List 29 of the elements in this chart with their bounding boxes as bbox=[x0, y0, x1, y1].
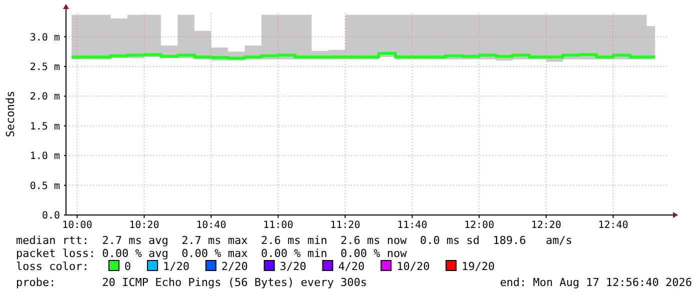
text: probe: 20 ICMP Echo Pings (56 Bytes) every 300s bbox=[16, 276, 367, 289]
y-tick-label: 2.0 m bbox=[30, 92, 60, 103]
y-tick-label: 0.5 m bbox=[30, 180, 60, 192]
x-tick-label: 11:00 bbox=[263, 220, 294, 231]
y-tick-label: 2.5 m bbox=[30, 62, 60, 73]
y-tick-label: 3.0 m bbox=[30, 32, 60, 44]
x-tick-label: 10:40 bbox=[196, 220, 226, 231]
legend-label: 0 bbox=[124, 260, 132, 273]
text: median rtt: 2.7 ms avg 2.7 ms max 2.6 ms min 2.6 ms now 0.0 ms sd 189.6 am/s bbox=[16, 234, 572, 247]
x-tick-label: 11:20 bbox=[330, 220, 360, 231]
legend-label: 2/20 bbox=[221, 260, 248, 273]
x-tick-label: 11:40 bbox=[397, 220, 428, 231]
y-tick-label: 1.5 m bbox=[30, 121, 60, 132]
legend-label: 1/20 bbox=[163, 260, 190, 273]
legend-label: 3/20 bbox=[280, 260, 306, 273]
y-tick-label: 1.0 m bbox=[30, 151, 60, 162]
legend-label: 4/20 bbox=[338, 260, 365, 273]
x-tick-label: 10:20 bbox=[129, 220, 160, 231]
legend-title: loss color: bbox=[16, 260, 89, 273]
y-axis-title: Seconds bbox=[4, 90, 17, 138]
text: packet loss: 0.00 % avg 0.00 % max 0.00 % min 0.00 % now bbox=[16, 247, 408, 260]
y-tick-label: 0.0 bbox=[42, 210, 60, 222]
x-tick-label: 12:20 bbox=[531, 220, 562, 231]
x-tick-label: 12:40 bbox=[598, 220, 628, 231]
legend-label: 10/20 bbox=[396, 260, 430, 273]
x-tick-label: 10:00 bbox=[62, 220, 92, 231]
text: end: Mon Aug 17 12:56:40 2026 bbox=[500, 276, 692, 289]
legend-label: 19/20 bbox=[462, 260, 495, 273]
x-tick-label: 12:00 bbox=[464, 220, 494, 231]
